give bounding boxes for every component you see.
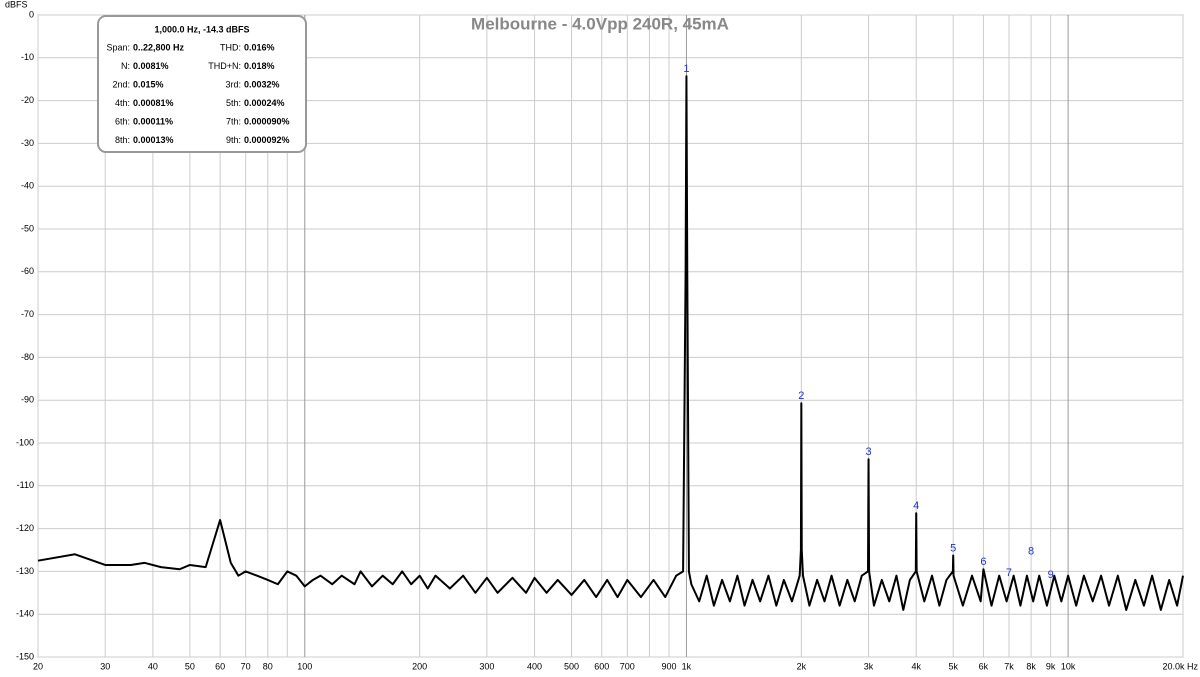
info-label: N: [121,61,130,71]
x-tick-label: 500 [564,661,579,671]
info-label: 8th: [115,135,130,145]
chart-title: Melbourne - 4.0Vpp 240R, 45mA [471,14,729,33]
x-tick-label: 70 [241,661,251,671]
y-tick-label: -130 [16,566,34,576]
harmonic-label: 4 [913,500,919,512]
y-tick-label: 0 [29,9,34,19]
harmonic-label: 7 [1006,567,1012,579]
info-value: 0.00011% [133,116,173,126]
info-value: 0.000092% [244,135,290,145]
info-label: 3rd: [225,79,241,89]
info-label: 9th: [226,135,241,145]
info-value: 0.015% [133,79,164,89]
x-tick-label: 7k [1004,661,1014,671]
x-tick-label: 3k [864,661,874,671]
info-label: THD+N: [208,61,241,71]
harmonic-label: 1 [683,63,689,75]
y-tick-label: -10 [21,52,34,62]
x-tick-label: 700 [620,661,635,671]
x-tick-label: 2k [797,661,807,671]
info-value: 0.00024% [244,98,285,108]
x-tick-label: 1k [682,661,692,671]
x-tick-label: 400 [527,661,542,671]
y-tick-label: -120 [16,523,34,533]
y-tick-label: -50 [21,223,34,233]
x-tick-label: 20.0k Hz [1162,661,1198,671]
x-tick-label: 900 [661,661,676,671]
y-tick-label: -150 [16,651,34,661]
info-value: 0.00081% [133,98,174,108]
info-value: 0..22,800 Hz [133,42,185,52]
info-value: 0.000090% [244,116,290,126]
harmonic-label: 2 [798,390,804,402]
x-tick-label: 60 [215,661,225,671]
x-tick-label: 100 [297,661,312,671]
x-tick-label: 40 [148,661,158,671]
x-tick-label: 200 [412,661,427,671]
y-tick-label: -70 [21,309,34,319]
info-label: THD: [220,42,241,52]
y-tick-label: -100 [16,437,34,447]
info-value: 0.0032% [244,79,280,89]
info-box-frame [97,15,307,153]
info-box: 1,000.0 Hz, -14.3 dBFS Span: 0..22,800 Hz T… [97,15,307,153]
info-label: Span: [106,42,130,52]
y-tick-label: -60 [21,266,34,276]
harmonic-label: 9 [1048,569,1054,581]
y-tick-label: -90 [21,395,34,405]
y-tick-label: -30 [21,138,34,148]
info-label: 5th: [226,98,241,108]
y-tick-label: -20 [21,95,34,105]
info-label: 2nd: [112,79,130,89]
x-tick-label: 8k [1026,661,1036,671]
spectrum-line [37,75,1184,611]
harmonic-label: 5 [950,542,956,554]
x-tick-label: 30 [100,661,110,671]
x-tick-label: 300 [479,661,494,671]
y-tick-label: -80 [21,352,34,362]
harmonic-label: 8 [1028,545,1034,557]
harmonic-label: 3 [865,446,871,458]
info-label: 4th: [115,98,130,108]
x-tick-label: 4k [911,661,921,671]
x-tick-label: 80 [263,661,273,671]
info-label: 6th: [115,116,130,126]
x-tick-label: 9k [1046,661,1056,671]
x-tick-label: 20 [33,661,43,671]
info-label: 7th: [226,116,241,126]
y-axis-label: dBFS [5,0,28,9]
x-tick-label: 50 [185,661,195,671]
x-tick-label: 10k [1061,661,1076,671]
info-value: 0.00013% [133,135,174,145]
y-tick-label: -140 [16,609,34,619]
y-tick-label: -110 [17,480,34,490]
y-tick-label: -40 [21,181,34,191]
info-value: 0.016% [244,42,275,52]
harmonic-label: 6 [980,556,986,568]
x-tick-label: 6k [979,661,989,671]
x-tick-label: 600 [594,661,609,671]
x-tick-label: 5k [948,661,958,671]
info-value: 0.0081% [133,61,169,71]
info-value: 0.018% [244,61,275,71]
info-header: 1,000.0 Hz, -14.3 dBFS [154,24,249,34]
